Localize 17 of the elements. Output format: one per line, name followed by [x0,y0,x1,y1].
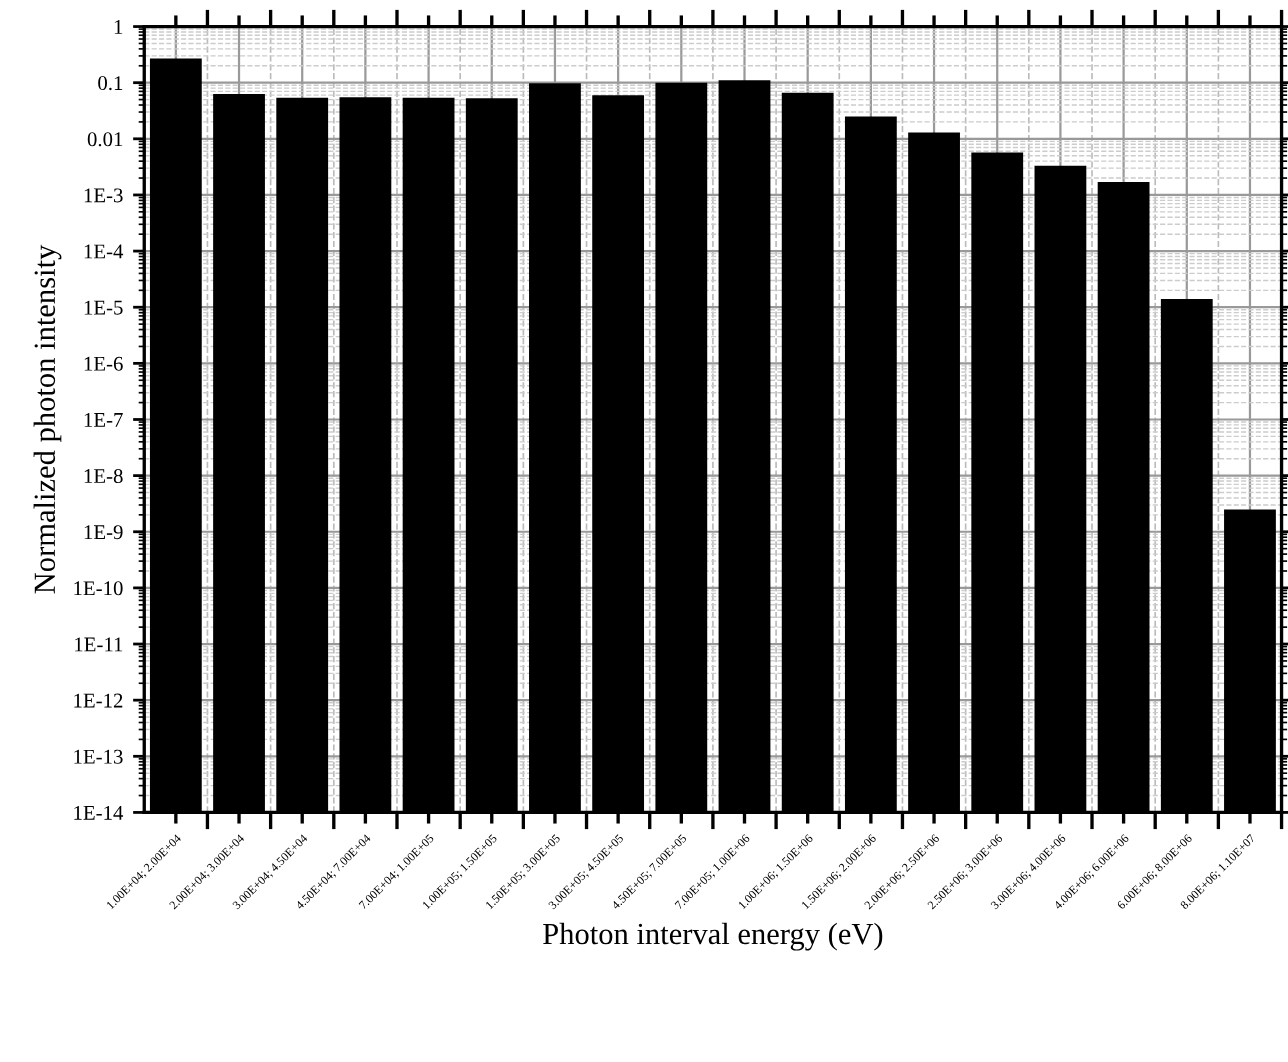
y-tick-label: 1E-8 [84,469,123,484]
y-tick-label: 1E-14 [74,805,124,820]
y-tick-label: 1 [114,20,123,34]
y-axis-title: Normalized photon intensity [33,244,62,594]
y-tick-label: 1E-9 [84,525,123,540]
y-tick-label: 1E-6 [84,356,123,371]
y-tick-label: 1E-4 [84,244,124,259]
y-tick-label: 1E-7 [84,412,123,427]
y-tick-label: 1E-12 [74,693,123,708]
y-tick-label: 1E-5 [84,300,123,315]
x-axis-title: Photon interval energy (eV) [543,922,883,951]
y-tick-label: 1E-3 [84,188,123,203]
y-tick-label: 1E-10 [74,581,123,596]
y-tick-label: 1E-11 [75,637,123,652]
y-tick-label: 0.1 [98,76,123,91]
y-tick-label: 1E-13 [74,749,123,764]
y-tick-label: 0.01 [87,132,123,147]
